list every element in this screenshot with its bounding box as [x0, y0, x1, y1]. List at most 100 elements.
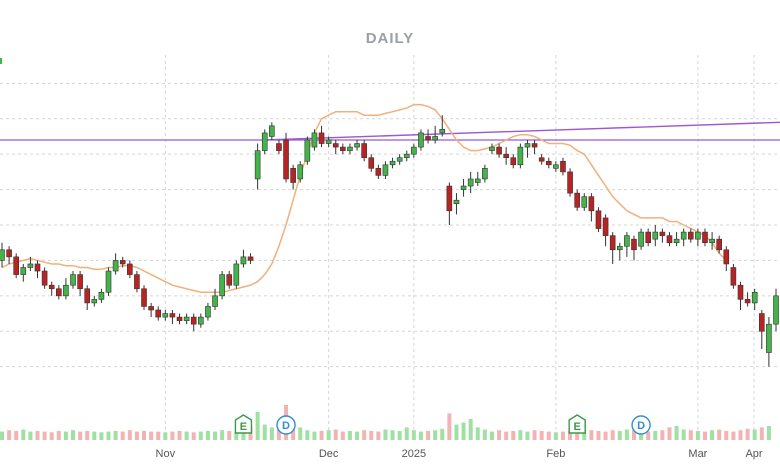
- volume-bar: [766, 426, 771, 440]
- volume-bar: [440, 428, 445, 440]
- candle-up: [418, 132, 424, 148]
- volume-bar: [482, 429, 487, 440]
- volume-bar: [184, 431, 189, 440]
- candle-up: [91, 299, 98, 304]
- candle-up: [212, 295, 218, 307]
- candle-down: [574, 192, 580, 208]
- candle-down: [318, 132, 325, 144]
- volume-bar: [575, 430, 580, 440]
- candle-up: [751, 291, 758, 304]
- candle-down: [148, 306, 154, 311]
- volume-bar: [546, 431, 551, 440]
- candle-up: [616, 245, 623, 251]
- candle-up: [105, 270, 112, 293]
- volume-bar: [433, 430, 438, 440]
- chart-title: DAILY: [365, 30, 415, 47]
- earnings-marker-label: E: [574, 421, 581, 433]
- candle-down: [134, 274, 140, 290]
- volume-bar: [28, 431, 33, 440]
- moving-average-line: [1, 103, 727, 294]
- candle-down: [758, 313, 765, 332]
- candle-up: [183, 316, 190, 321]
- candle-up: [652, 231, 659, 240]
- volume-bar: [120, 431, 125, 440]
- x-tick-label: Nov: [156, 448, 176, 460]
- candle-down: [247, 256, 254, 261]
- volume-bar: [326, 430, 331, 440]
- candle-up: [162, 313, 169, 318]
- candle-down: [702, 231, 708, 244]
- volume-bar: [504, 431, 509, 440]
- volume-bar: [269, 427, 274, 440]
- volume-bar: [539, 430, 544, 440]
- volume-bar: [653, 430, 658, 440]
- volume-bar: [447, 413, 452, 440]
- candle-up: [311, 132, 318, 148]
- volume-bar: [333, 429, 338, 440]
- earnings-marker-icon: [234, 414, 253, 434]
- volume-bar: [667, 427, 672, 440]
- candle-up: [453, 199, 460, 205]
- volume-bar: [134, 431, 139, 440]
- volume-bar: [355, 431, 360, 440]
- volume-bar: [426, 430, 431, 440]
- volume-bar: [92, 431, 97, 440]
- volume-bar: [532, 430, 537, 440]
- candle-up: [695, 231, 701, 240]
- volume-bar: [85, 430, 90, 440]
- edge-indicator: [0, 58, 2, 64]
- candle-up: [27, 263, 34, 268]
- candle-down: [545, 160, 552, 166]
- volume-bar: [461, 422, 466, 440]
- candle-up: [460, 185, 467, 190]
- volume-bar: [745, 428, 750, 440]
- volume-bar: [497, 430, 502, 440]
- candle-down: [127, 263, 133, 275]
- candle-down: [446, 185, 453, 212]
- volume-bar: [646, 431, 651, 440]
- x-tick-label: Feb: [546, 448, 565, 460]
- candle-up: [411, 146, 417, 155]
- volume-bar: [596, 430, 601, 440]
- volume-bar: [681, 429, 686, 440]
- volume-bar: [525, 431, 530, 440]
- volume-bar: [42, 431, 47, 440]
- candle-up: [673, 238, 680, 244]
- candle-down: [716, 238, 722, 251]
- volume-bar: [14, 430, 19, 440]
- candle-up: [403, 153, 410, 159]
- volume-bar: [752, 429, 757, 440]
- earnings-marker-icon: [568, 414, 586, 434]
- candle-down: [510, 157, 517, 166]
- dividend-marker-icon: [631, 415, 651, 435]
- candle-down: [645, 231, 651, 244]
- volume-bar: [631, 430, 636, 440]
- candle-up: [0, 249, 5, 261]
- volume-bar: [49, 432, 54, 440]
- volume-bar: [610, 430, 615, 440]
- volume-bar: [99, 432, 104, 440]
- candle-down: [84, 288, 91, 304]
- volume-bar: [170, 431, 175, 440]
- volume-bar: [340, 431, 345, 440]
- candle-up: [553, 164, 559, 169]
- candle-down: [340, 146, 346, 151]
- volume-bar: [298, 427, 303, 440]
- volume-bar: [127, 430, 132, 440]
- volume-bar: [589, 430, 594, 440]
- candle-up: [70, 274, 76, 286]
- candle-down: [659, 231, 666, 236]
- volume-bar: [347, 430, 352, 440]
- volume-bar: [418, 431, 423, 440]
- candle-down: [226, 274, 233, 286]
- candle-up: [680, 231, 687, 240]
- volume-bar: [603, 431, 608, 440]
- candle-down: [744, 299, 751, 304]
- candle-up: [98, 291, 105, 300]
- candle-up: [467, 178, 474, 187]
- candle-down: [631, 238, 637, 251]
- candle-down: [332, 143, 339, 148]
- volume-bar: [255, 412, 260, 440]
- volume-bar: [305, 430, 310, 440]
